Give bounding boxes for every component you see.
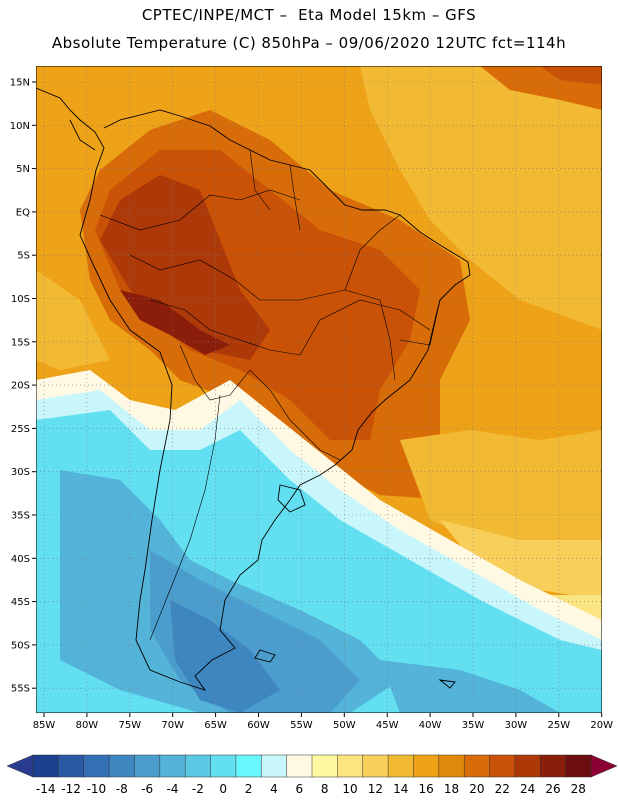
colorbar-label: 28	[571, 782, 586, 796]
latitude-label: 5N	[16, 164, 30, 175]
field-band	[170, 600, 280, 713]
latitude-label: 55S	[11, 684, 30, 695]
field-band	[100, 175, 270, 360]
latitude-label: 25S	[11, 424, 30, 435]
longitude-label: 60W	[247, 720, 270, 731]
colorbar-swatch	[311, 754, 339, 778]
colorbar-swatch	[514, 754, 542, 778]
colorbar-label: -2	[192, 782, 204, 796]
colorbar-label: -4	[167, 782, 179, 796]
colorbar-swatch	[108, 754, 136, 778]
latitude-label: 10S	[11, 294, 30, 305]
colorbar-min-arrow	[6, 754, 34, 778]
colorbar-label: 10	[342, 782, 357, 796]
longitude-label: 20W	[590, 720, 613, 731]
colorbar-swatch	[337, 754, 364, 778]
field-band	[440, 520, 602, 600]
latitude-label: 20S	[11, 381, 30, 392]
latitude-axis: 15N 10N 5N EQ 5S 10S 15S 20S 25S 30S 35S 40S 45S 50S 5…	[10, 78, 36, 695]
colorbar-label: -14	[36, 782, 56, 796]
latitude-label: 10N	[10, 121, 30, 132]
colorbar-swatch	[286, 754, 313, 778]
color-legend: -14 -12 -10 -8 -6 -4 -2 0 2 4 6 8 10 12 14 16 18 20 22 24 26…	[6, 754, 618, 796]
colorbar-swatch	[489, 754, 516, 778]
colorbar-swatch	[58, 754, 85, 778]
longitude-label: 25W	[547, 720, 570, 731]
field-band	[360, 66, 602, 330]
longitude-label: 45W	[376, 720, 399, 731]
colorbar-swatch	[438, 754, 465, 778]
colorbar-label: 24	[520, 782, 535, 796]
map-title-model: CPTEC/INPE/MCT – Eta Model 15km – GFS	[141, 6, 477, 24]
longitude-label: 30W	[505, 720, 528, 731]
longitude-label: 70W	[161, 720, 184, 731]
colorbar-label: 0	[219, 782, 227, 796]
latitude-label: 15N	[10, 78, 30, 89]
latitude-label: 35S	[11, 511, 30, 522]
colorbar-swatch	[540, 754, 567, 778]
field-band	[540, 66, 602, 85]
colorbar-swatch	[32, 754, 60, 778]
colorbar-label: 22	[495, 782, 510, 796]
field-band	[120, 290, 230, 355]
field-band	[380, 660, 560, 713]
colorbar-label: 2	[245, 782, 253, 796]
colorbar-label: 18	[444, 782, 459, 796]
longitude-label: 75W	[118, 720, 141, 731]
colorbar-label: 26	[545, 782, 560, 796]
colorbar-max-arrow	[590, 754, 618, 778]
latitude-label: EQ	[16, 207, 30, 218]
longitude-label: 55W	[290, 720, 313, 731]
latitude-label: 30S	[11, 467, 30, 478]
colorbar-label: 20	[469, 782, 484, 796]
colorbar-label: 14	[393, 782, 408, 796]
colorbar-swatch	[159, 754, 186, 778]
longitude-label: 85W	[33, 720, 56, 731]
latitude-label: 45S	[11, 597, 30, 608]
colorbar-swatch	[134, 754, 161, 778]
colorbar-swatch	[463, 754, 491, 778]
longitude-label: 35W	[462, 720, 485, 731]
colorbar-swatch	[235, 754, 263, 778]
colorbar-swatch	[210, 754, 237, 778]
colorbar-label: -6	[141, 782, 153, 796]
longitude-label: 80W	[76, 720, 99, 731]
colorbar-swatch	[184, 754, 212, 778]
colorbar-label: 8	[321, 782, 329, 796]
colorbar-swatch	[413, 754, 440, 778]
colorbar-swatch	[261, 754, 288, 778]
longitude-label: 40W	[419, 720, 442, 731]
country-borders	[99, 149, 441, 641]
colorbar-label: 12	[368, 782, 383, 796]
colorbar-label: 6	[295, 782, 303, 796]
longitude-label: 65W	[204, 720, 227, 731]
colorbar-label: 16	[418, 782, 433, 796]
colorbar-swatch	[387, 754, 415, 778]
longitude-axis: 85W 80W 75W 70W 65W 60W 55W 50W 45W 40W 35W 30W 25W 2…	[33, 713, 613, 731]
latitude-label: 15S	[11, 337, 30, 348]
latitude-label: 50S	[11, 640, 30, 651]
colorbar-label: 4	[270, 782, 278, 796]
colorbar-label: -8	[116, 782, 128, 796]
longitude-label: 50W	[333, 720, 356, 731]
field-band	[36, 270, 110, 370]
map-title-field: Absolute Temperature (C) 850hPa – 09/06/…	[51, 34, 567, 52]
colorbar-swatch	[83, 754, 110, 778]
latitude-label: 40S	[11, 554, 30, 565]
coastlines	[36, 87, 471, 691]
colorbar-swatch	[565, 754, 592, 778]
colorbar-label: -10	[87, 782, 107, 796]
colorbar-swatch	[362, 754, 389, 778]
map-plot-area	[36, 66, 602, 713]
colorbar-label: -12	[61, 782, 81, 796]
latitude-label: 5S	[17, 251, 30, 262]
